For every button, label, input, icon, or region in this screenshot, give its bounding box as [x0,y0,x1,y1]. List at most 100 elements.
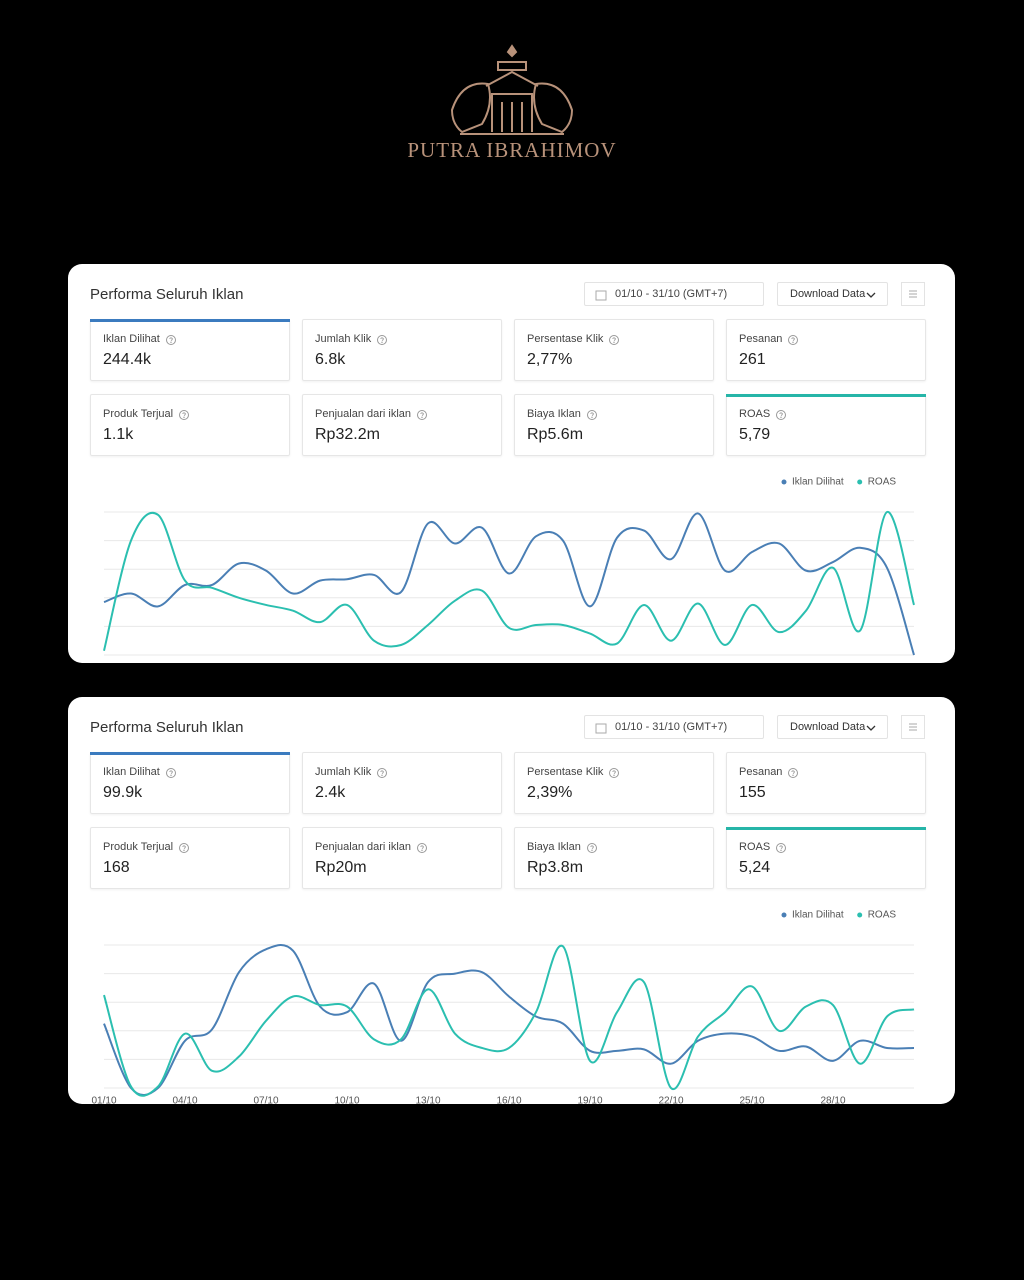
download-button[interactable]: Download Data [777,715,888,739]
metric-value: 6.8k [315,351,346,368]
metric-label: Biaya Iklan [527,408,581,420]
metric-label: Pesanan [739,766,783,778]
help-dot [591,849,593,851]
x-tick-label: 13/10 [415,1096,440,1104]
help-hook [182,412,186,416]
metric-label: Produk Terjual [103,408,174,420]
legend-label: ROAS [868,910,897,921]
series-line [103,510,915,651]
help-circle [587,410,597,420]
menu-button[interactable] [901,715,925,739]
help-circle [788,335,798,345]
help-icon [587,410,597,420]
help-icon [788,768,798,778]
help-icon [587,843,597,853]
metric-label: Jumlah Klik [315,766,372,778]
help-dot [421,849,423,851]
help-hook [612,770,616,774]
help-circle [417,410,427,420]
date-range[interactable]: 01/10 - 31/10 (GMT+7) [584,715,764,739]
help-hook [779,412,783,416]
chevron-path [866,292,876,298]
metric-value: Rp20m [315,859,367,876]
metric-value: 5,79 [739,426,771,443]
metric-card[interactable]: Biaya Iklan Rp5.6m [514,394,714,456]
metric-card[interactable]: ROAS 5,24 [726,827,926,889]
help-hook [779,845,783,849]
calendar-icon [595,723,607,734]
metric-label: Iklan Dilihat [103,766,160,778]
help-dot [591,416,593,418]
metric-label: ROAS [739,408,771,420]
help-hook [169,337,173,341]
metric-card[interactable]: Jumlah Klik 2.4k [302,752,502,814]
metric-value: 2,77% [527,351,573,368]
calendar-frame [595,723,607,734]
menu-button[interactable] [901,282,925,306]
legend-dot [857,912,863,918]
metric-card[interactable]: Persentase Klik 2,39% [514,752,714,814]
metric-label: Iklan Dilihat [103,333,160,345]
x-tick-label: 16/10 [496,1096,521,1104]
help-icon [417,410,427,420]
calendar-icon [595,290,607,301]
metric-card[interactable]: Pesanan 261 [726,319,926,381]
metric-value: 1.1k [103,426,134,443]
metric-label: Penjualan dari iklan [315,408,412,420]
help-circle [166,335,176,345]
help-icon [179,843,189,853]
legend-label: Iklan Dilihat [792,910,844,921]
metric-value: 2.4k [315,784,346,801]
x-tick-label: 22/10 [658,1096,683,1104]
help-dot [381,341,383,343]
help-hook [612,337,616,341]
help-hook [182,845,186,849]
metric-value: 2,39% [527,784,573,801]
help-circle [776,410,786,420]
metric-value: 155 [739,784,766,801]
metric-card[interactable]: Biaya Iklan Rp3.8m [514,827,714,889]
metric-card[interactable]: Iklan Dilihat 99.9k [90,752,290,814]
x-tick-label: 01/10 [91,1096,116,1104]
metric-card[interactable]: ROAS 5,79 [726,394,926,456]
metric-label: Pesanan [739,333,783,345]
help-dot [170,774,172,776]
metric-label: Persentase Klik [527,333,604,345]
legend-dot [781,479,787,485]
series-line [103,944,915,1097]
metric-card[interactable]: Produk Terjual 168 [90,827,290,889]
help-circle [788,768,798,778]
metric-label: Persentase Klik [527,766,604,778]
metric-card[interactable]: Iklan Dilihat 244.4k [90,319,290,381]
metric-label: Jumlah Klik [315,333,372,345]
download-button[interactable]: Download Data [777,282,888,306]
help-circle [776,843,786,853]
x-tick-label: 19/10 [577,1096,602,1104]
metric-label: Penjualan dari iklan [315,841,412,853]
help-hook [380,337,384,341]
menu-icon [909,290,917,298]
x-tick-label: 04/10 [172,1096,197,1104]
help-dot [421,416,423,418]
metric-card[interactable]: Jumlah Klik 6.8k [302,319,502,381]
help-circle [179,410,189,420]
help-dot [381,774,383,776]
help-icon [166,768,176,778]
help-dot [780,849,782,851]
metric-card[interactable]: Penjualan dari iklan Rp32.2m [302,394,502,456]
chevron [866,725,876,731]
line-chart: 01/10 04/10 07/10 10/10 13/10 16/10 19/10 22/10… [91,910,915,1104]
help-hook [791,770,795,774]
metric-value: 5,24 [739,859,771,876]
metric-card[interactable]: Produk Terjual 1.1k [90,394,290,456]
metric-label: Produk Terjual [103,841,174,853]
metric-card[interactable]: Pesanan 155 [726,752,926,814]
help-dot [613,341,615,343]
panel-title: Performa Seluruh Iklan [90,286,244,303]
help-icon [609,335,619,345]
metric-card[interactable]: Penjualan dari iklan Rp20m [302,827,502,889]
metric-card[interactable]: Persentase Klik 2,77% [514,319,714,381]
date-range[interactable]: 01/10 - 31/10 (GMT+7) [584,282,764,306]
help-dot [613,774,615,776]
